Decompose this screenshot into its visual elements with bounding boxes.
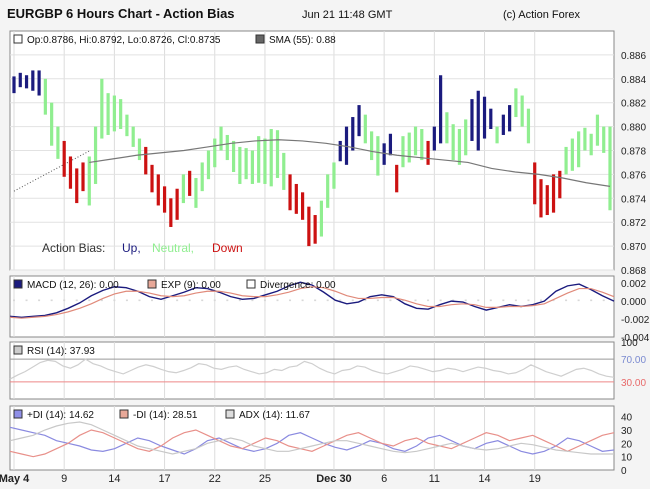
price-ytick-label: 0.882: [621, 99, 646, 110]
mdi-legend: -DI (14): 28.51: [133, 410, 198, 421]
price-ytick-label: 0.868: [621, 266, 646, 277]
ohlc-legend-swatch: [13, 34, 23, 44]
macd-legend-swatch: [13, 279, 23, 289]
divergence-legend: Divergence: 0.00: [260, 280, 336, 291]
x-tick-label: 17: [158, 473, 170, 485]
ohlc-legend: Op:0.8786, Hi:0.8792, Lo:0.8726, Cl:0.87…: [27, 35, 221, 46]
macd-series-macd: [9, 281, 615, 318]
macd-ytick-label: 0.002: [621, 279, 646, 290]
sma-legend: SMA (55): 0.88: [269, 35, 336, 46]
bias-down: Down: [212, 241, 243, 255]
rsi-line: [9, 358, 615, 380]
adx-ytick-label: 40: [621, 413, 633, 424]
divergence-legend-swatch: [246, 279, 256, 289]
x-tick-label: 6: [381, 473, 387, 485]
bias-label: Action Bias:: [42, 241, 105, 255]
macd-ytick-label: -0.004: [621, 333, 650, 344]
price-ytick-label: 0.886: [621, 51, 646, 62]
adx-ytick-label: 20: [621, 439, 633, 450]
pdi-legend-swatch: [13, 409, 23, 419]
exp-legend-swatch: [147, 279, 157, 289]
rsi-legend-swatch: [13, 345, 23, 355]
macd-ytick-label: -0.002: [621, 315, 650, 326]
sma-legend-swatch: [255, 34, 265, 44]
exp-legend: EXP (9): 0.00: [161, 280, 221, 291]
rsi-legend: RSI (14): 37.93: [27, 346, 95, 357]
price-ytick-label: 0.870: [621, 242, 646, 253]
rsi-ytick-label: 70.00: [621, 355, 646, 366]
adx-ytick-label: 10: [621, 453, 633, 464]
adx-ytick-label: 0: [621, 466, 627, 477]
price-ytick-label: 0.876: [621, 170, 646, 181]
adx-ytick-label: 30: [621, 426, 633, 437]
pdi-legend: +DI (14): 14.62: [27, 410, 94, 421]
chart-credit: (c) Action Forex: [503, 9, 581, 21]
sma-line: [89, 139, 611, 187]
adx-legend: ADX (14): 11.67: [239, 410, 310, 421]
chart-title: EURGBP 6 Hours Chart - Action Bias: [7, 6, 235, 21]
macd-legend: MACD (12, 26): 0.00: [27, 280, 119, 291]
mdi-legend-swatch: [119, 409, 129, 419]
price-ytick-label: 0.872: [621, 218, 646, 229]
x-tick-label: Dec 30: [316, 473, 351, 485]
price-ytick-label: 0.874: [621, 194, 646, 205]
price-ytick-label: 0.880: [621, 123, 646, 134]
panel-frame-rsi: [9, 341, 615, 400]
adx-series-minusdi: [9, 429, 615, 458]
bias-up: Up,: [122, 241, 141, 255]
macd-series-exp: [9, 286, 615, 319]
adx-series-adx: [9, 421, 614, 455]
x-tick-label: 19: [529, 473, 541, 485]
x-tick-label: 9: [61, 473, 67, 485]
x-tick-label: 11: [429, 473, 440, 485]
chart-datetime: Jun 21 11:48 GMT: [302, 9, 393, 21]
rsi-ytick-label: 30.00: [621, 378, 646, 389]
bias-neutral: Neutral,: [152, 241, 194, 255]
price-ytick-label: 0.878: [621, 147, 646, 158]
macd-ytick-label: 0.000: [621, 297, 646, 308]
x-tick-label: 14: [108, 473, 120, 485]
x-tick-label: 14: [478, 473, 490, 485]
adx-series-plusdi: [9, 426, 615, 455]
x-tick-label: May 4: [0, 473, 30, 485]
rsi-ytick-label: 100: [621, 338, 638, 349]
adx-legend-swatch: [225, 409, 235, 419]
trend-line: [13, 150, 90, 192]
x-tick-label: 25: [259, 473, 271, 485]
x-tick-label: 22: [209, 473, 221, 485]
price-ytick-label: 0.884: [621, 75, 646, 86]
